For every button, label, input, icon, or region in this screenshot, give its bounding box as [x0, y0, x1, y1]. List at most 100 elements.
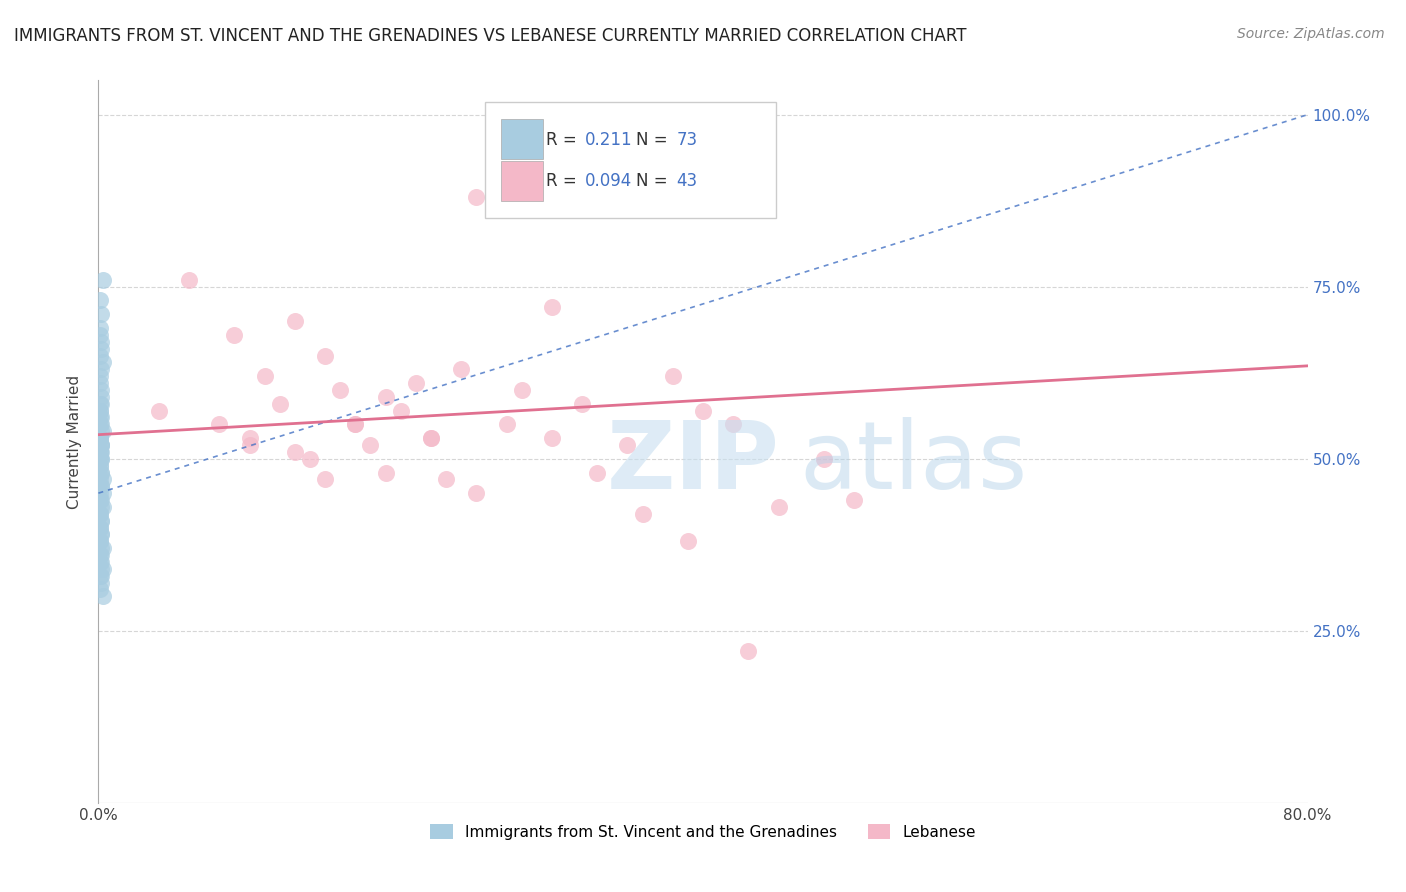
Point	[89, 445, 111, 459]
Point	[540, 301, 562, 315]
Point	[91, 562, 114, 576]
Point	[89, 293, 111, 308]
Point	[91, 273, 114, 287]
Point	[90, 562, 112, 576]
Text: ZIP: ZIP	[606, 417, 779, 509]
Point	[571, 397, 593, 411]
Point	[89, 403, 111, 417]
Point	[90, 438, 112, 452]
Point	[91, 541, 114, 556]
Point	[360, 438, 382, 452]
Point	[89, 493, 111, 508]
Y-axis label: Currently Married: Currently Married	[67, 375, 83, 508]
Point	[89, 417, 111, 432]
Point	[89, 349, 111, 363]
Point	[344, 417, 367, 432]
Point	[90, 451, 112, 466]
Text: atlas: atlas	[800, 417, 1028, 509]
Text: 43: 43	[676, 172, 697, 190]
Point	[90, 362, 112, 376]
Point	[90, 451, 112, 466]
Point	[284, 445, 307, 459]
FancyBboxPatch shape	[501, 120, 543, 159]
Text: N =: N =	[637, 172, 673, 190]
Point	[224, 327, 246, 342]
FancyBboxPatch shape	[501, 161, 543, 201]
Point	[329, 383, 352, 397]
Point	[420, 431, 443, 445]
Point	[768, 500, 790, 514]
Point	[540, 431, 562, 445]
Point	[91, 486, 114, 500]
Point	[90, 493, 112, 508]
Point	[89, 548, 111, 562]
Point	[692, 403, 714, 417]
Point	[434, 472, 457, 486]
Text: Source: ZipAtlas.com: Source: ZipAtlas.com	[1237, 27, 1385, 41]
Point	[465, 190, 488, 204]
Point	[90, 417, 112, 432]
Point	[89, 369, 111, 384]
Point	[90, 527, 112, 541]
Point	[89, 376, 111, 390]
Point	[90, 466, 112, 480]
Point	[89, 555, 111, 569]
Point	[89, 445, 111, 459]
Point	[90, 397, 112, 411]
Point	[676, 534, 699, 549]
Point	[723, 417, 745, 432]
Point	[737, 644, 759, 658]
Point	[405, 376, 427, 390]
Point	[389, 403, 412, 417]
Point	[89, 431, 111, 445]
Point	[90, 466, 112, 480]
Point	[90, 555, 112, 569]
Point	[90, 307, 112, 321]
Point	[90, 575, 112, 590]
Point	[90, 410, 112, 425]
Point	[89, 431, 111, 445]
Point	[89, 410, 111, 425]
Text: R =: R =	[546, 130, 582, 149]
Point	[89, 397, 111, 411]
Point	[374, 466, 396, 480]
Point	[90, 342, 112, 356]
Point	[91, 472, 114, 486]
Point	[89, 520, 111, 534]
Point	[90, 438, 112, 452]
Point	[813, 451, 835, 466]
Point	[510, 383, 533, 397]
Point	[420, 431, 443, 445]
Point	[631, 507, 654, 521]
Point	[208, 417, 231, 432]
Point	[89, 403, 111, 417]
Point	[239, 431, 262, 445]
Point	[89, 520, 111, 534]
Point	[90, 527, 112, 541]
Point	[253, 369, 276, 384]
Point	[90, 514, 112, 528]
Text: 0.094: 0.094	[585, 172, 631, 190]
Point	[91, 424, 114, 438]
Point	[89, 507, 111, 521]
Point	[90, 438, 112, 452]
Point	[374, 390, 396, 404]
Point	[90, 445, 112, 459]
Text: R =: R =	[546, 172, 582, 190]
Text: N =: N =	[637, 130, 673, 149]
Legend: Immigrants from St. Vincent and the Grenadines, Lebanese: Immigrants from St. Vincent and the Gren…	[423, 818, 983, 846]
Point	[89, 507, 111, 521]
Point	[344, 417, 367, 432]
Point	[89, 327, 111, 342]
Point	[450, 362, 472, 376]
Point	[89, 534, 111, 549]
Point	[90, 479, 112, 493]
Point	[90, 514, 112, 528]
Point	[90, 334, 112, 349]
Point	[239, 438, 262, 452]
Point	[661, 369, 683, 384]
Point	[89, 582, 111, 597]
Point	[586, 466, 609, 480]
Point	[90, 479, 112, 493]
Point	[465, 486, 488, 500]
